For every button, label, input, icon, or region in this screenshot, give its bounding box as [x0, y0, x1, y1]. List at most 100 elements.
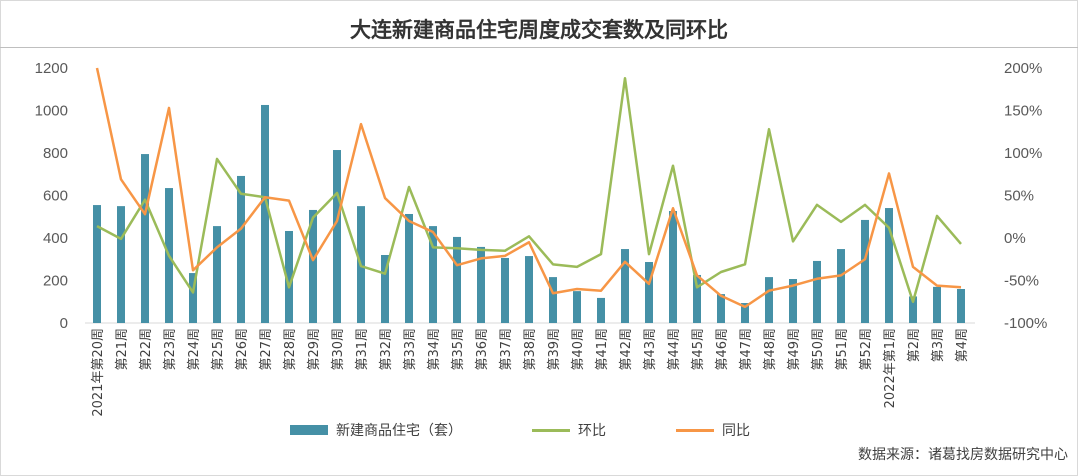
- bar: [237, 175, 245, 323]
- legend: 新建商品住宅（套） 环比 同比: [290, 420, 750, 440]
- category-label: 第23周: [163, 328, 178, 371]
- category-label: 第41周: [595, 328, 610, 371]
- category-label: 第24周: [187, 328, 202, 371]
- bar: [765, 277, 773, 323]
- chart-title: 大连新建商品住宅周度成交套数及同环比: [350, 17, 728, 42]
- bar: [261, 104, 269, 323]
- category-label: 第32周: [379, 328, 394, 371]
- bar: [309, 209, 317, 323]
- left-tick-label: 0: [60, 315, 68, 332]
- legend-swatch-bar: [290, 425, 328, 435]
- left-tick-label: 800: [43, 145, 68, 162]
- category-label: 第52周: [859, 328, 874, 371]
- bar: [645, 262, 653, 323]
- right-tick-label: -100%: [1004, 315, 1047, 332]
- category-label: 第2周: [907, 328, 922, 362]
- category-label: 第22周: [139, 328, 154, 371]
- bar: [669, 211, 677, 323]
- bar: [885, 208, 893, 323]
- legend-swatch-yoy: [676, 428, 714, 432]
- bar: [813, 260, 821, 323]
- bar: [189, 273, 197, 323]
- right-tick-label: -50%: [1004, 273, 1039, 290]
- bar: [837, 249, 845, 323]
- left-tick-label: 1000: [35, 103, 68, 120]
- category-label: 第44周: [667, 328, 682, 371]
- bar: [429, 226, 437, 323]
- category-label: 第51周: [835, 328, 850, 371]
- category-label: 第3周: [931, 328, 946, 362]
- bar: [93, 205, 101, 323]
- bar: [285, 230, 293, 323]
- category-label: 第46周: [715, 328, 730, 371]
- category-label: 第50周: [811, 328, 826, 371]
- category-label: 第42周: [619, 328, 634, 371]
- right-tick-label: 200%: [1004, 60, 1042, 77]
- left-tick-label: 600: [43, 188, 68, 205]
- bar: [957, 289, 965, 323]
- category-label: 第43周: [643, 328, 658, 371]
- bar: [213, 226, 221, 323]
- category-label: 第33周: [403, 328, 418, 371]
- category-label: 2021年第20周: [91, 328, 106, 417]
- bar: [717, 294, 725, 323]
- bar: [405, 213, 413, 323]
- bar: [549, 277, 557, 323]
- bar: [501, 257, 509, 323]
- bar: [525, 256, 533, 323]
- category-label: 第45周: [691, 328, 706, 371]
- category-label: 第27周: [259, 328, 274, 371]
- category-label: 第26周: [235, 328, 250, 371]
- category-label: 第47周: [739, 328, 754, 371]
- right-tick-label: 150%: [1004, 103, 1042, 120]
- title-divider: [0, 47, 1078, 48]
- category-label: 第39周: [547, 328, 562, 371]
- category-label: 第38周: [523, 328, 538, 371]
- source-note: 数据来源：诸葛找房数据研究中心: [858, 447, 1068, 463]
- bar: [933, 286, 941, 323]
- bar: [693, 274, 701, 323]
- bar: [621, 249, 629, 323]
- left-tick-label: 400: [43, 230, 68, 247]
- left-tick-label: 200: [43, 273, 68, 290]
- bar: [597, 297, 605, 323]
- bar: [141, 154, 149, 323]
- category-label: 第28周: [283, 328, 298, 371]
- category-label: 第30周: [331, 328, 346, 371]
- bar: [741, 303, 749, 323]
- legend-label: 新建商品住宅（套）: [336, 423, 462, 439]
- right-tick-label: 0%: [1004, 230, 1026, 247]
- left-tick-label: 1200: [35, 60, 68, 77]
- bar: [573, 291, 581, 323]
- bar: [117, 206, 125, 323]
- category-label: 第37周: [499, 328, 514, 371]
- right-tick-label: 50%: [1004, 188, 1034, 205]
- bar: [909, 296, 917, 323]
- legend-item-bar: 新建商品住宅（套）: [290, 420, 462, 440]
- category-label: 第25周: [211, 328, 226, 371]
- bar: [333, 150, 341, 323]
- category-label: 第48周: [763, 328, 778, 371]
- bar: [789, 279, 797, 323]
- category-label: 第21周: [115, 328, 130, 371]
- legend-swatch-mom: [532, 428, 570, 432]
- category-label: 第31周: [355, 328, 370, 371]
- legend-item-mom: 环比: [532, 420, 606, 440]
- legend-label: 同比: [722, 423, 750, 439]
- bar: [453, 236, 461, 323]
- category-label: 第49周: [787, 328, 802, 371]
- category-label: 第40周: [571, 328, 586, 371]
- category-label: 第34周: [427, 328, 442, 371]
- right-tick-label: 100%: [1004, 145, 1042, 162]
- category-label: 第35周: [451, 328, 466, 371]
- category-label: 2022年第1周: [883, 328, 898, 408]
- category-label: 第29周: [307, 328, 322, 371]
- bar: [381, 255, 389, 323]
- category-label: 第4周: [955, 328, 970, 362]
- legend-label: 环比: [578, 423, 606, 439]
- bar: [861, 219, 869, 323]
- category-label: 第36周: [475, 328, 490, 371]
- legend-item-yoy: 同比: [676, 420, 750, 440]
- bar: [477, 246, 485, 323]
